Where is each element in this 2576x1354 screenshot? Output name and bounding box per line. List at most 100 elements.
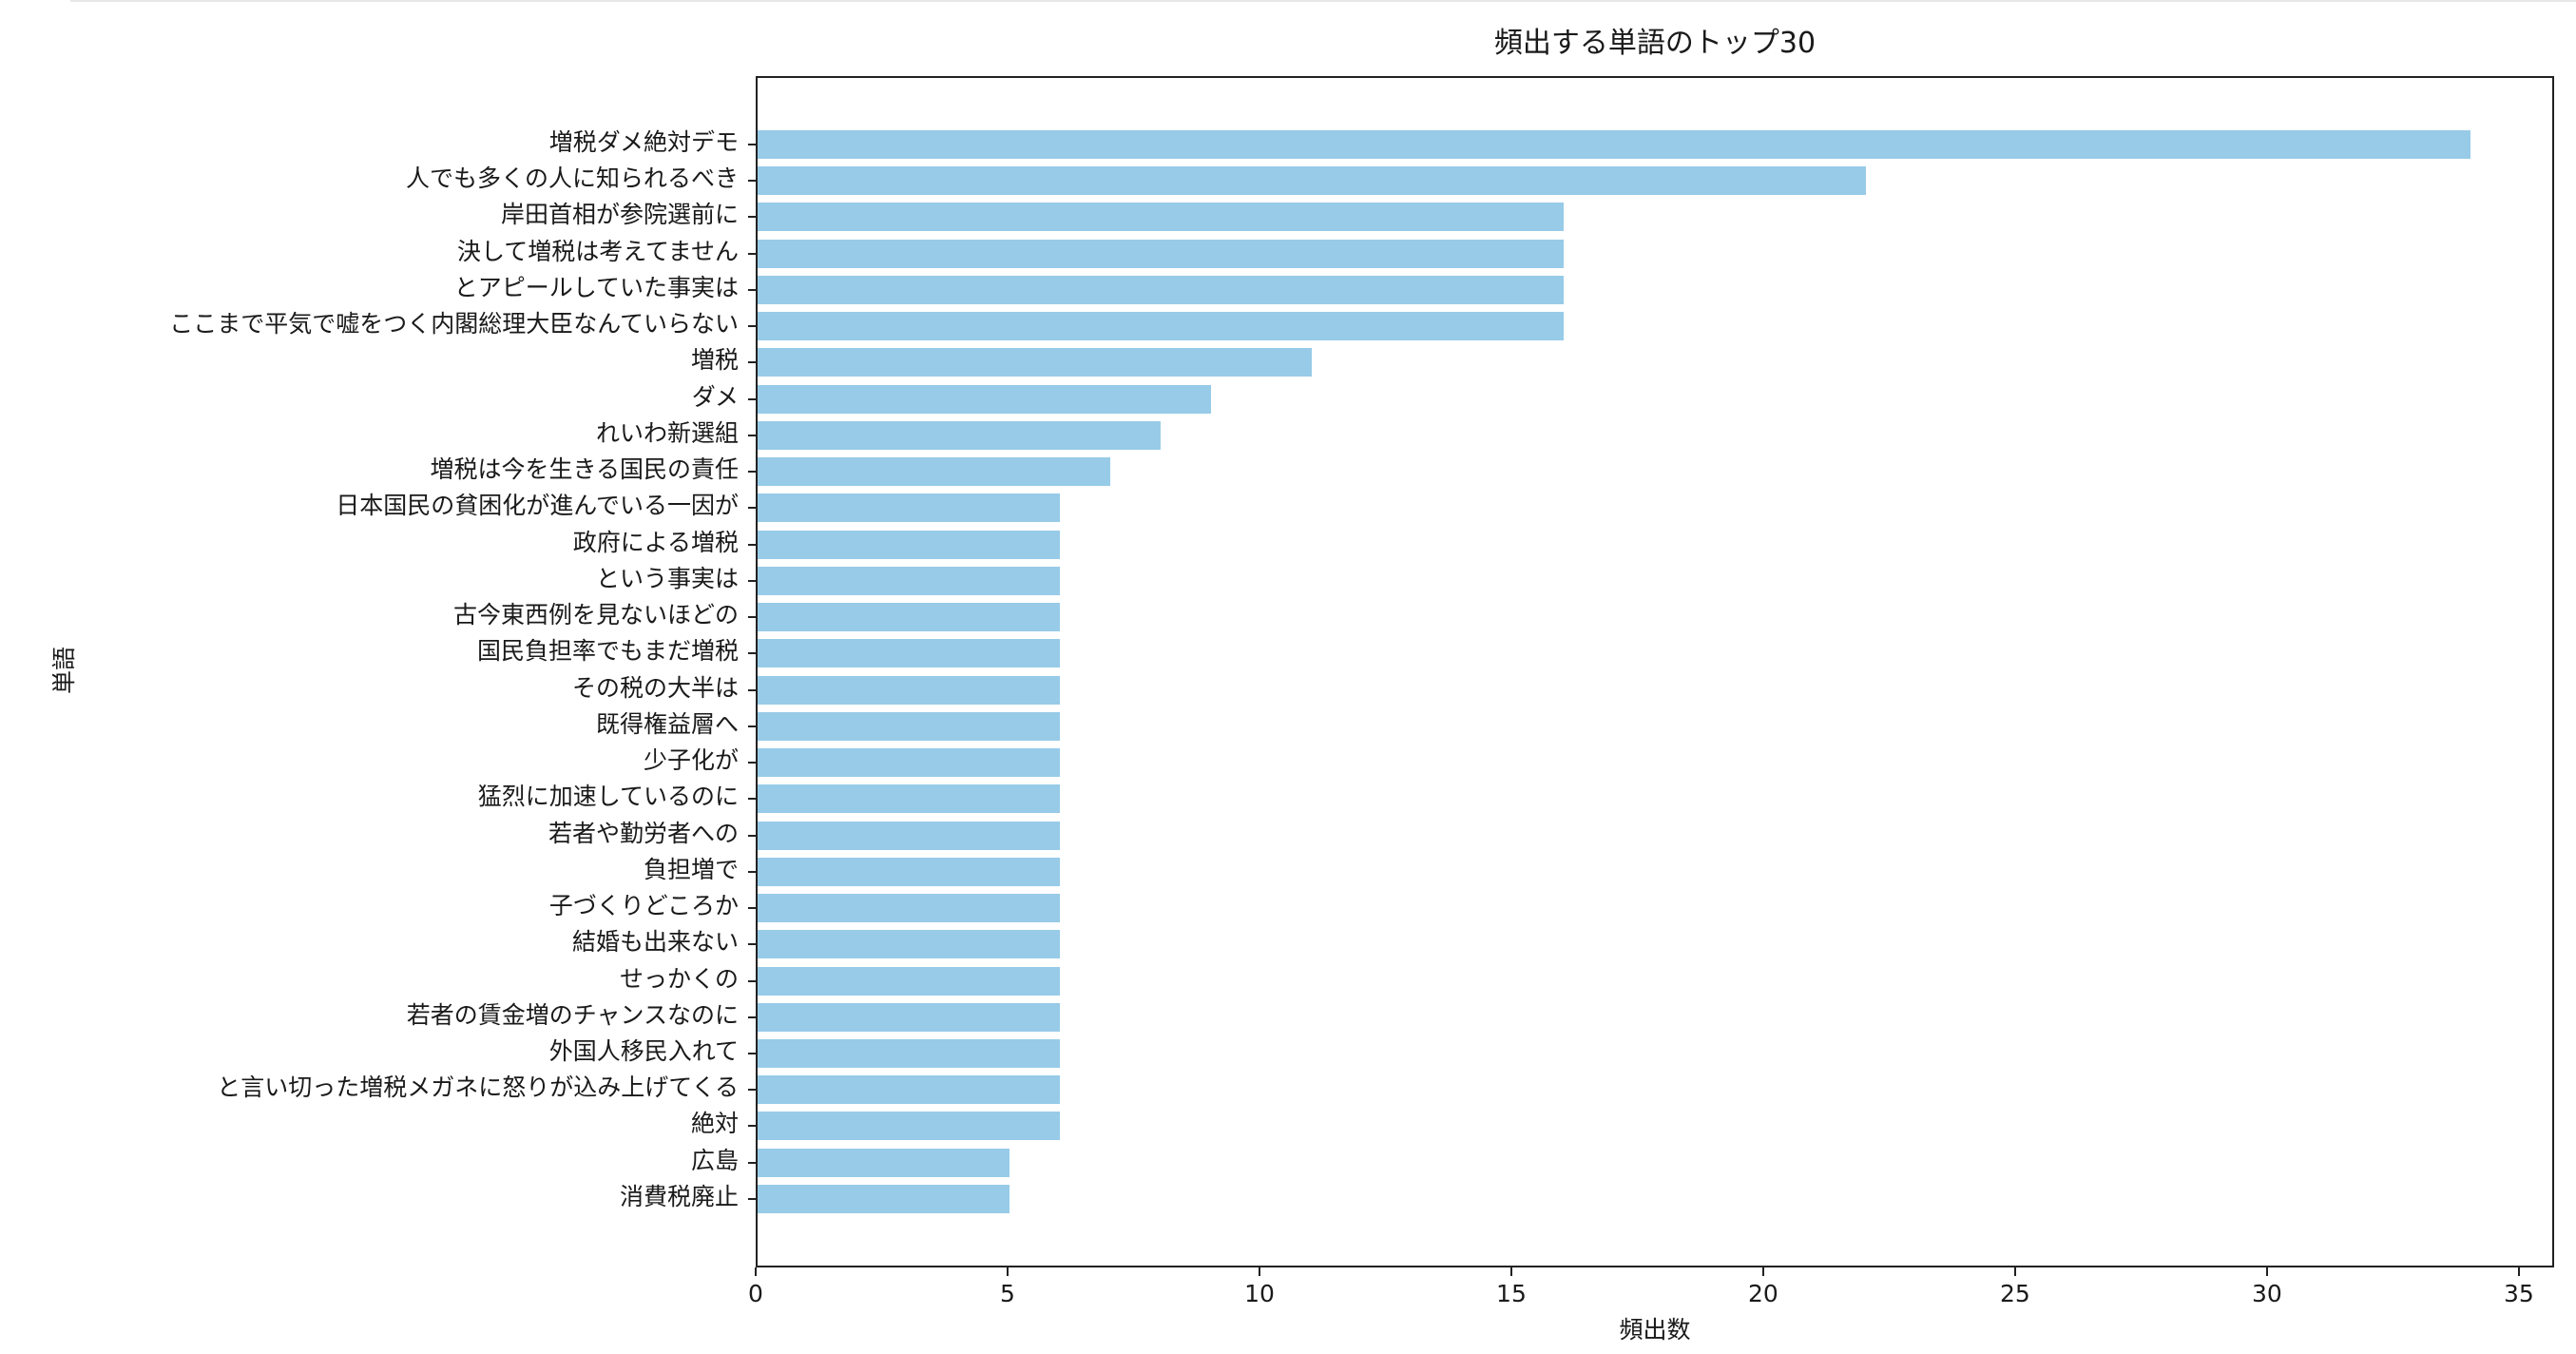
y-tick-mark (748, 216, 756, 219)
bar (758, 857, 1060, 886)
y-tick-mark (748, 325, 756, 328)
bar (758, 748, 1060, 778)
y-tick-mark (748, 762, 756, 764)
bar (758, 384, 1211, 414)
y-tick-label: 増税ダメ絶対デモ (548, 128, 739, 156)
y-tick-mark (748, 616, 756, 619)
y-tick-mark (748, 870, 756, 873)
y-tick-mark (748, 144, 756, 145)
y-tick-label: 子づくりどころか (548, 892, 739, 920)
y-tick-mark (748, 652, 756, 655)
y-tick-label: せっかくの (619, 964, 739, 993)
bar (758, 821, 1060, 850)
y-tick-mark (748, 288, 756, 291)
y-tick-mark (748, 1197, 756, 1200)
bar (758, 1039, 1060, 1068)
y-tick-mark (748, 507, 756, 510)
bar (758, 1184, 1009, 1213)
y-tick-mark (748, 725, 756, 727)
y-tick-label: 負担増で (643, 855, 739, 883)
y-tick-label: 消費税廃止 (619, 1182, 739, 1210)
bar (758, 348, 1312, 377)
y-tick-mark (748, 252, 756, 255)
x-tick-mark (2517, 1267, 2520, 1276)
chart-title: 頻出する単語のトップ30 (1493, 27, 1817, 60)
y-tick-mark (748, 1125, 756, 1128)
x-tick-label: 10 (1244, 1280, 1275, 1307)
x-tick-label: 5 (1000, 1280, 1015, 1307)
x-tick-mark (2013, 1267, 2016, 1276)
bar (758, 312, 1564, 341)
y-tick-label: れいわ新選組 (595, 418, 739, 447)
x-tick-mark (1006, 1267, 1009, 1276)
bar (758, 566, 1060, 595)
bar (758, 239, 1564, 268)
y-tick-label: 国民負担率でもまだ増税 (476, 637, 739, 666)
bar (758, 711, 1060, 741)
y-tick-mark (748, 1161, 756, 1164)
y-tick-label: 岸田首相が参院選前に (500, 201, 739, 229)
y-tick-label: 既得権益層へ (595, 709, 739, 738)
x-axis-title: 頻出数 (1619, 1316, 1691, 1344)
bar (758, 675, 1060, 705)
bar (758, 1112, 1060, 1141)
y-tick-mark (748, 471, 756, 474)
plot-area (748, 76, 2554, 1267)
y-tick-mark (748, 688, 756, 691)
y-tick-mark (748, 798, 756, 801)
y-tick-label: ダメ (691, 382, 739, 411)
bar (758, 493, 1060, 523)
y-tick-label: 古今東西例を見ないほどの (452, 601, 739, 629)
y-tick-label: ここまで平気で嘘をつく内閣総理大臣なんていらない (169, 310, 739, 338)
y-tick-label: 政府による増税 (572, 528, 739, 556)
bar (758, 420, 1161, 450)
y-tick-label: 決して増税は考えてません (456, 237, 739, 265)
bar (758, 894, 1060, 923)
y-tick-mark (748, 979, 756, 982)
y-tick-mark (748, 1016, 756, 1018)
y-tick-label: という事実は (595, 564, 739, 592)
y-tick-label: 増税 (690, 346, 739, 375)
x-tick-mark (755, 1267, 757, 1276)
y-tick-mark (748, 579, 756, 582)
bar (758, 603, 1060, 632)
bar (758, 203, 1564, 232)
bar (758, 930, 1060, 959)
y-tick-label: 猛烈に加速しているのに (477, 783, 739, 811)
y-tick-label: 人でも多くの人に知られるべき (405, 164, 739, 193)
y-tick-mark (748, 1089, 756, 1092)
bar (758, 784, 1060, 814)
y-tick-mark (748, 943, 756, 946)
y-tick-mark (748, 1053, 756, 1054)
y-tick-mark (748, 180, 756, 183)
bar (758, 1002, 1060, 1032)
y-tick-label: 絶対 (690, 1110, 739, 1138)
bar (758, 130, 2470, 159)
x-tick-label: 35 (2503, 1280, 2534, 1307)
y-tick-label: とアピールしていた事実は (453, 273, 739, 301)
y-tick-label: 日本国民の貧困化が進んでいる一因が (336, 492, 739, 520)
y-tick-label: 外国人移民入れて (548, 1037, 739, 1065)
top-divider (70, 0, 2576, 2)
bar (758, 457, 1110, 487)
x-tick-label: 25 (2000, 1280, 2030, 1307)
y-tick-mark (748, 907, 756, 910)
y-tick-label: 増税は今を生きる国民の責任 (430, 455, 739, 484)
y-tick-label: 若者や勤労者への (548, 819, 739, 847)
bar (758, 966, 1060, 996)
y-tick-label: と言い切った増税メガネに怒りが込み上げてくる (217, 1074, 739, 1102)
y-tick-label: 結婚も出来ない (571, 928, 739, 957)
y-tick-label: 少子化が (643, 746, 739, 775)
x-tick-label: 20 (1748, 1280, 1778, 1307)
y-tick-mark (748, 397, 756, 400)
bar (758, 166, 1866, 196)
y-axis-title: 単語 (50, 646, 78, 695)
bar (758, 275, 1564, 304)
y-tick-label: 若者の賃金増のチャンスなのに (406, 1000, 739, 1029)
bar (758, 1148, 1009, 1177)
y-tick-mark (748, 834, 756, 837)
bar (758, 530, 1060, 559)
bar (758, 1075, 1060, 1105)
x-tick-mark (1509, 1267, 1512, 1276)
y-tick-mark (748, 361, 756, 364)
